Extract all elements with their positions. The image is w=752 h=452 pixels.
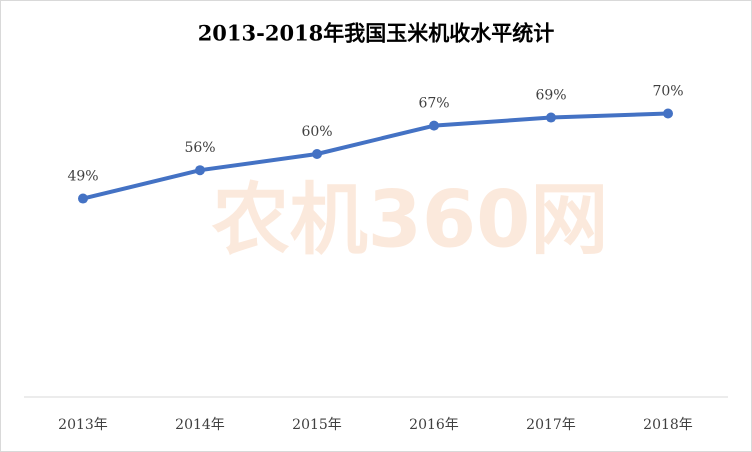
data-label: 49% — [67, 169, 98, 185]
data-label: 69% — [535, 88, 566, 104]
line — [81, 111, 670, 201]
point — [429, 120, 439, 131]
watermark: 农机360网 — [212, 175, 609, 265]
point — [546, 112, 556, 123]
x-tick-label: 2017年 — [526, 417, 576, 433]
data-label: 70% — [652, 84, 683, 100]
point — [78, 193, 88, 204]
data-label: 60% — [301, 124, 332, 140]
data-label: 67% — [418, 96, 449, 112]
point — [195, 165, 205, 176]
point — [312, 149, 322, 159]
x-tick-label: 2014年 — [175, 417, 225, 433]
x-tick-label: 2013年 — [58, 417, 108, 433]
x-tick-label: 2018年 — [643, 417, 693, 433]
x-tick-label: 2016年 — [409, 417, 459, 433]
chart-title: 2013-2018年我国玉米机收水平统计 — [198, 21, 555, 46]
data-label: 56% — [184, 140, 215, 156]
x-tick-label: 2015年 — [292, 417, 342, 433]
point — [663, 108, 673, 119]
